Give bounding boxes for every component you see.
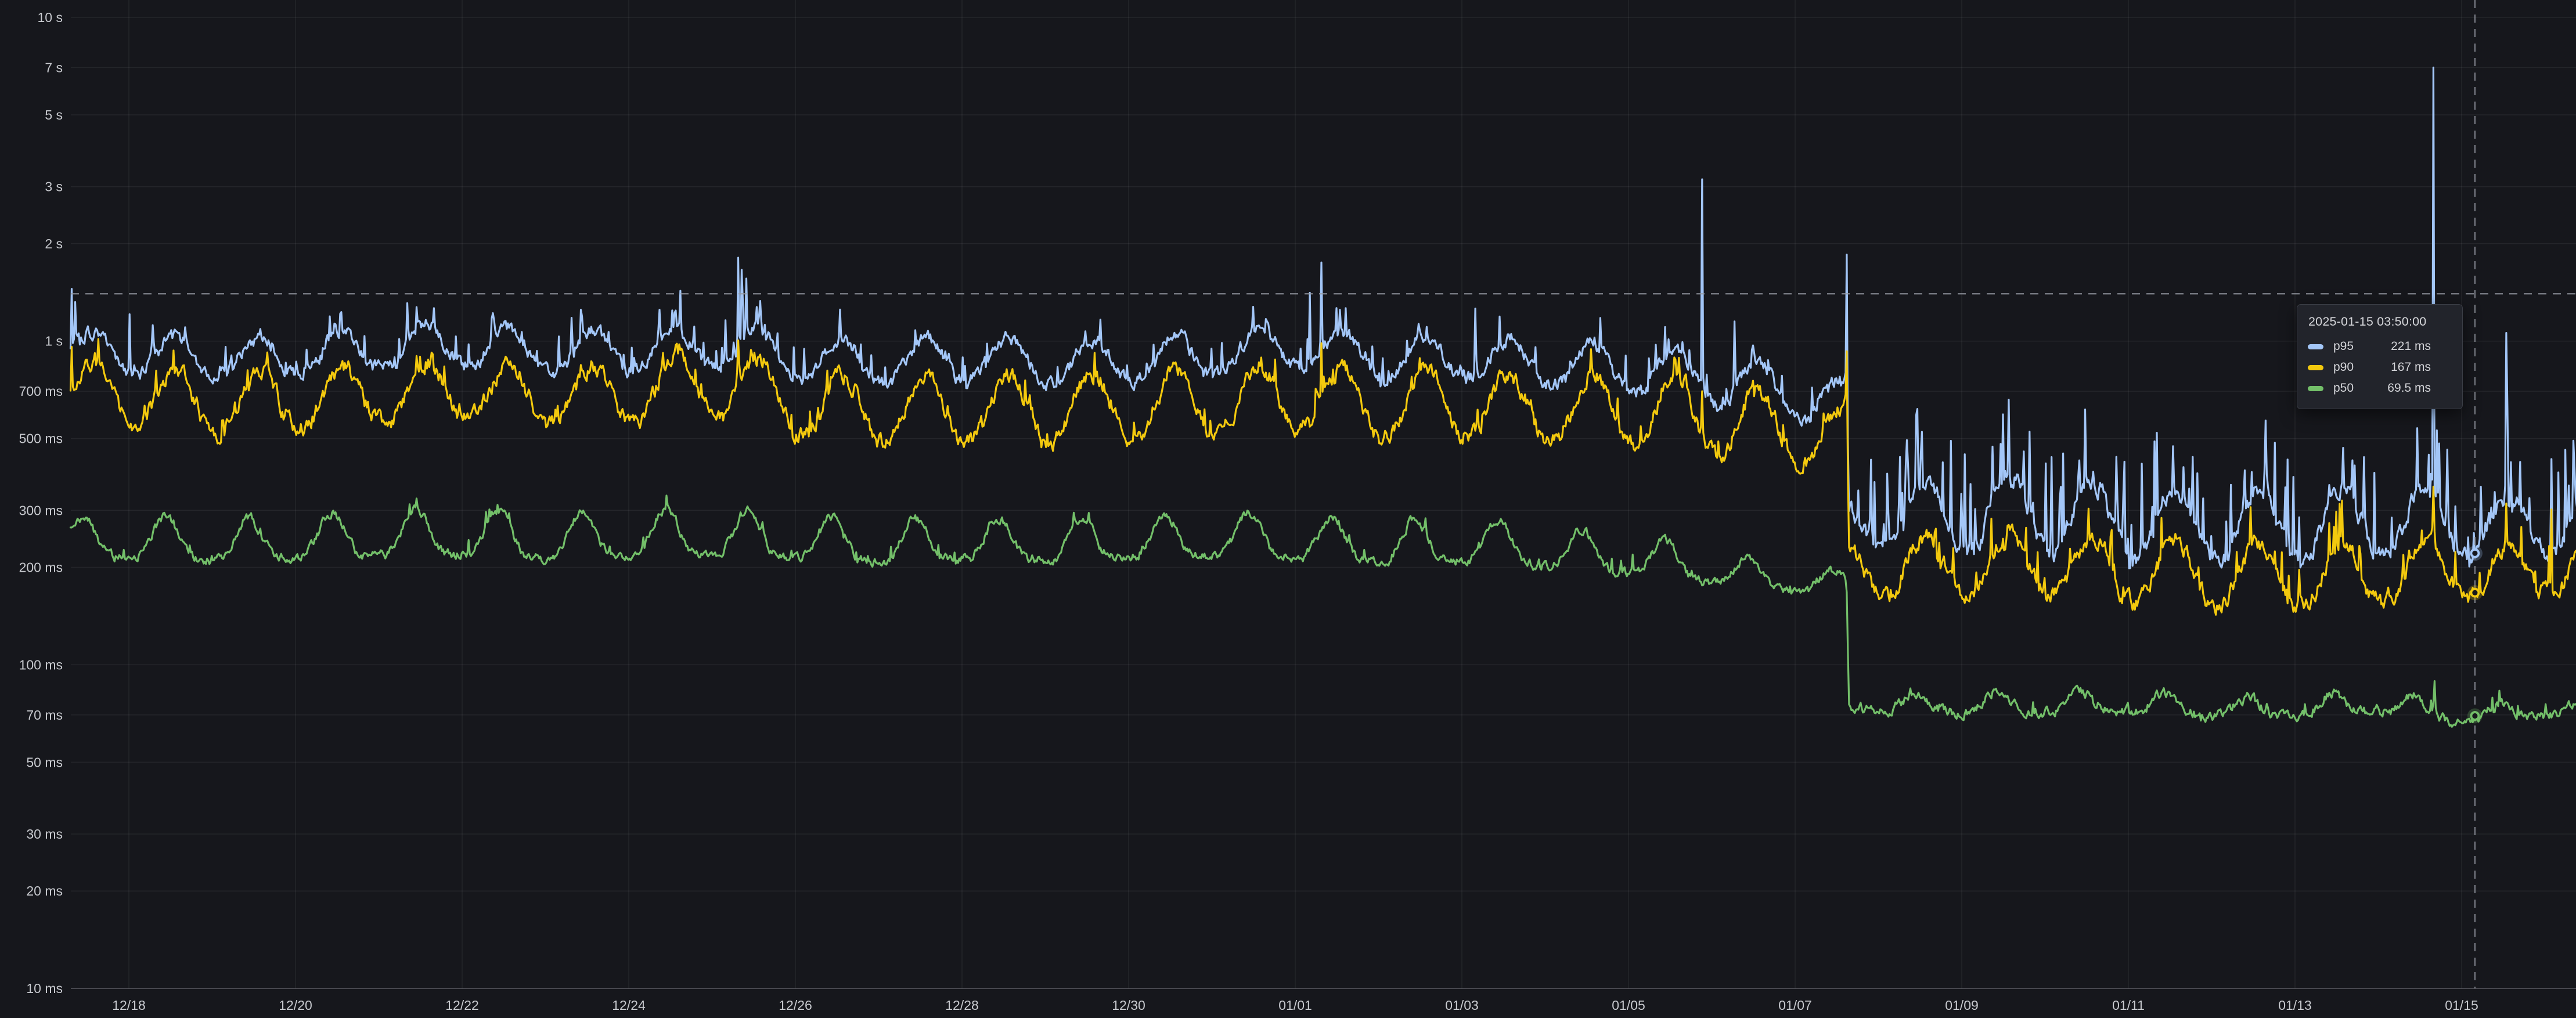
y-tick-label: 200 ms	[19, 560, 63, 575]
x-tick-label: 12/28	[945, 998, 979, 1013]
y-tick-label: 3 s	[45, 179, 63, 194]
x-tick-label: 12/30	[1112, 998, 1145, 1013]
tooltip-series-row-p90: p90 167 ms	[2308, 357, 2431, 378]
y-tick-label: 700 ms	[19, 384, 63, 399]
x-tick-label: 12/22	[445, 998, 479, 1013]
series-color-pill-icon	[2308, 344, 2323, 349]
tooltip-series-label: p50	[2333, 381, 2354, 395]
y-tick-label: 2 s	[45, 236, 63, 251]
y-tick-label: 5 s	[45, 107, 63, 122]
tooltip-series-row-p50: p50 69.5 ms	[2308, 378, 2431, 399]
hover-marker-p95	[2470, 548, 2480, 558]
tooltip-timestamp: 2025-01-15 03:50:00	[2308, 315, 2427, 328]
tooltip-rows: p95 221 ms p90 167 ms p50 69.5 ms	[2308, 336, 2431, 399]
y-tick-label: 50 ms	[26, 755, 63, 770]
y-tick-label: 70 ms	[26, 707, 63, 723]
tooltip-series-label: p95	[2333, 340, 2354, 353]
x-tick-label: 12/20	[279, 998, 312, 1013]
series-p95-line	[69, 66, 2576, 569]
tooltip-series-label: p90	[2333, 360, 2354, 374]
y-tick-label: 30 ms	[26, 826, 63, 842]
x-tick-label: 12/26	[779, 998, 812, 1013]
y-tick-label: 300 ms	[19, 503, 63, 518]
y-tick-label: 10 ms	[26, 981, 63, 996]
y-tick-label: 1 s	[45, 334, 63, 349]
x-tick-label: 01/15	[2445, 998, 2478, 1013]
x-tick-label: 01/03	[1445, 998, 1479, 1013]
hover-marker-p90	[2470, 587, 2480, 598]
y-tick-label: 500 ms	[19, 431, 63, 446]
x-axis-labels: 12/18 12/20 12/22 12/24 12/26 12/28 12/30 01/01…	[112, 998, 2478, 1013]
x-tick-label: 01/01	[1278, 998, 1312, 1013]
x-tick-label: 01/07	[1778, 998, 1812, 1013]
x-tick-label: 12/18	[112, 998, 146, 1013]
hover-marker-p50	[2470, 711, 2480, 721]
series-color-pill-icon	[2308, 385, 2323, 391]
x-tick-label: 01/11	[2112, 998, 2145, 1013]
tooltip-series-value: 221 ms	[2391, 340, 2431, 353]
tooltip-series-value: 167 ms	[2391, 360, 2431, 374]
x-tick-label: 01/05	[1612, 998, 1645, 1013]
series-color-pill-icon	[2308, 364, 2323, 370]
y-tick-label: 100 ms	[19, 657, 63, 672]
x-tick-label: 01/09	[1945, 998, 1979, 1013]
tooltip-series-row-p95: p95 221 ms	[2308, 336, 2431, 357]
y-tick-label: 7 s	[45, 60, 63, 75]
crosshair	[71, 0, 2576, 988]
series-p90-line	[69, 338, 2576, 616]
hover-tooltip: 2025-01-15 03:50:00 p95 221 ms p90 167 ms p5…	[2297, 304, 2463, 409]
series-p50-line	[69, 494, 2576, 728]
y-tick-label: 10 s	[38, 10, 63, 25]
x-gridlines	[128, 0, 2462, 988]
y-tick-label: 20 ms	[26, 883, 63, 898]
hover-markers	[2467, 546, 2483, 724]
y-gridlines	[71, 17, 2576, 989]
y-axis-labels: 10 s 7 s 5 s 3 s 2 s 1 s 700 ms 500 ms 300 ms 200…	[19, 10, 63, 996]
x-tick-label: 12/24	[612, 998, 646, 1013]
x-tick-label: 01/13	[2278, 998, 2312, 1013]
tooltip-series-value: 69.5 ms	[2387, 381, 2431, 395]
